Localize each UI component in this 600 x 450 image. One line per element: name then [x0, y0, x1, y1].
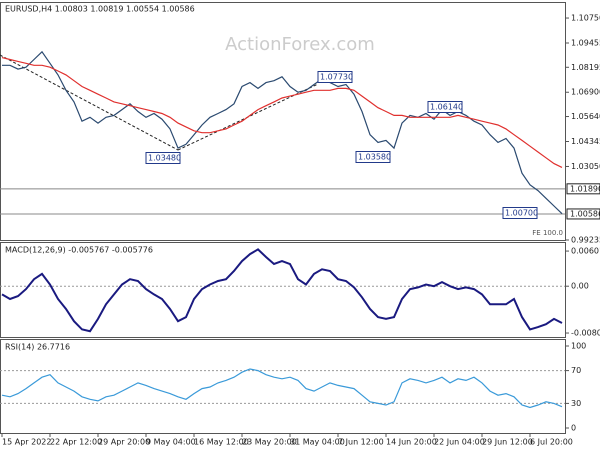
trend-line	[0, 54, 179, 151]
macd-panel	[0, 242, 566, 338]
annotation: 1.07730	[320, 73, 353, 82]
annotation: 1.03480	[148, 154, 181, 163]
x-tick-label: 29 Jun 12:00	[482, 438, 533, 447]
annotation: 1.06140	[430, 103, 463, 112]
y-tick-label: -0.00802	[571, 329, 600, 338]
price-box-label: 1.01890	[570, 184, 600, 193]
y-tick-label: 1.05640	[571, 112, 600, 121]
x-tick-label: 22 Jun 04:00	[434, 438, 485, 447]
rsi-title: RSI(14) 26.7716	[5, 343, 70, 352]
price-panel	[0, 2, 566, 241]
y-tick-label: 0.99235	[571, 236, 600, 245]
y-tick-label: 1.04345	[571, 137, 600, 146]
annotation-box	[427, 101, 463, 113]
y-tick-label: 0.006018	[571, 247, 600, 256]
y-tick-label: 30	[571, 399, 581, 408]
annotation-box	[145, 152, 181, 164]
series-line	[1, 248, 563, 333]
price-box	[566, 208, 600, 220]
y-tick-label: 1.08195	[571, 63, 600, 72]
x-tick-label: 16 May 12:00	[194, 438, 249, 447]
y-tick-label: 1.06900	[571, 88, 600, 97]
y-tick-label: 100	[571, 342, 586, 351]
y-tick-label: 1.10750	[571, 14, 600, 23]
annotation: 1.03580	[358, 153, 391, 162]
price-box	[566, 183, 600, 195]
y-tick-label: 70	[571, 366, 581, 375]
series-line	[1, 57, 563, 168]
price-box-label: 1.00586	[570, 209, 600, 218]
annotation-box	[502, 207, 538, 219]
x-tick-label: 23 May 20:00	[242, 438, 297, 447]
x-tick-label: 22 Apr 12:00	[50, 438, 102, 447]
y-tick-label: 1.09455	[571, 38, 600, 47]
y-tick-label: 0	[571, 424, 576, 433]
y-tick-label: 0.00	[571, 282, 589, 291]
x-tick-label: 14 Jun 20:00	[386, 438, 437, 447]
annotation: 1.00700	[505, 209, 538, 218]
annotation-box	[355, 151, 391, 163]
x-tick-label: 29 Apr 20:00	[98, 438, 150, 447]
rsi-panel	[0, 339, 566, 434]
annotation: FE 100.0	[532, 229, 563, 237]
x-tick-label: 6 Jul 20:00	[530, 438, 573, 447]
series-line	[1, 368, 563, 409]
watermark: ActionForex.com	[225, 34, 375, 55]
macd-title: MACD(12,26,9) -0.005767 -0.005776	[5, 246, 153, 255]
annotation-box	[317, 71, 353, 83]
x-tick-label: 9 May 04:00	[146, 438, 196, 447]
x-tick-label: 15 Apr 2022	[2, 438, 51, 447]
x-tick-label: 31 May 04:00	[290, 438, 345, 447]
x-tick-label: 7 Jun 12:00	[338, 438, 384, 447]
price-title: EURUSD,H4 1.00803 1.00819 1.00554 1.0058…	[5, 5, 195, 14]
